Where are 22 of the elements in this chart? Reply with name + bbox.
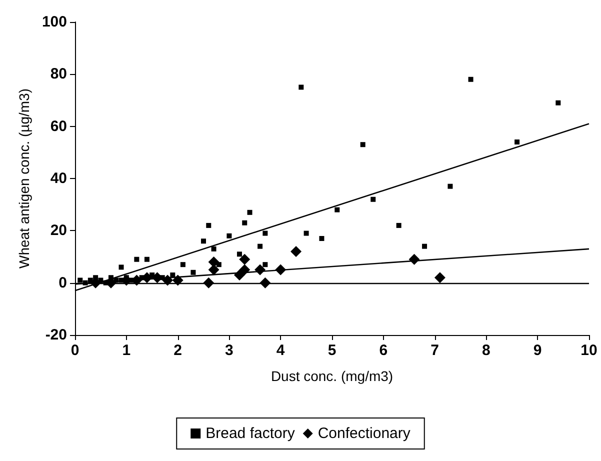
x-tick-label: 3: [225, 342, 234, 359]
x-tick-label: 9: [533, 342, 542, 359]
x-tick-label: 2: [174, 342, 182, 359]
x-axis-title: Dust conc. (mg/m3): [270, 368, 394, 384]
y-axis-title: Wheat antigen conc. (µg/m3): [16, 88, 32, 269]
y-tick-label: 100: [42, 14, 67, 30]
x-tick-label: 7: [430, 342, 439, 359]
x-tick-label: 1: [122, 342, 131, 359]
x-tick-label: 8: [482, 342, 490, 359]
legend-label: Bread factory: [206, 425, 296, 442]
y-tick-label: -20: [45, 326, 67, 344]
y-tick-label: 60: [50, 118, 67, 135]
x-tick-label: 10: [580, 342, 598, 359]
y-tick-label: 80: [50, 66, 67, 83]
y-tick-label: 20: [50, 222, 67, 240]
legend-label: Confectionary: [318, 425, 411, 442]
x-tick-label: 5: [328, 342, 336, 359]
y-tick-label: 0: [58, 274, 67, 292]
x-tick-label: 0: [70, 342, 80, 359]
x-tick-label: 4: [276, 342, 286, 359]
y-tick-label: 40: [50, 170, 67, 187]
x-tick-label: 6: [379, 342, 388, 359]
